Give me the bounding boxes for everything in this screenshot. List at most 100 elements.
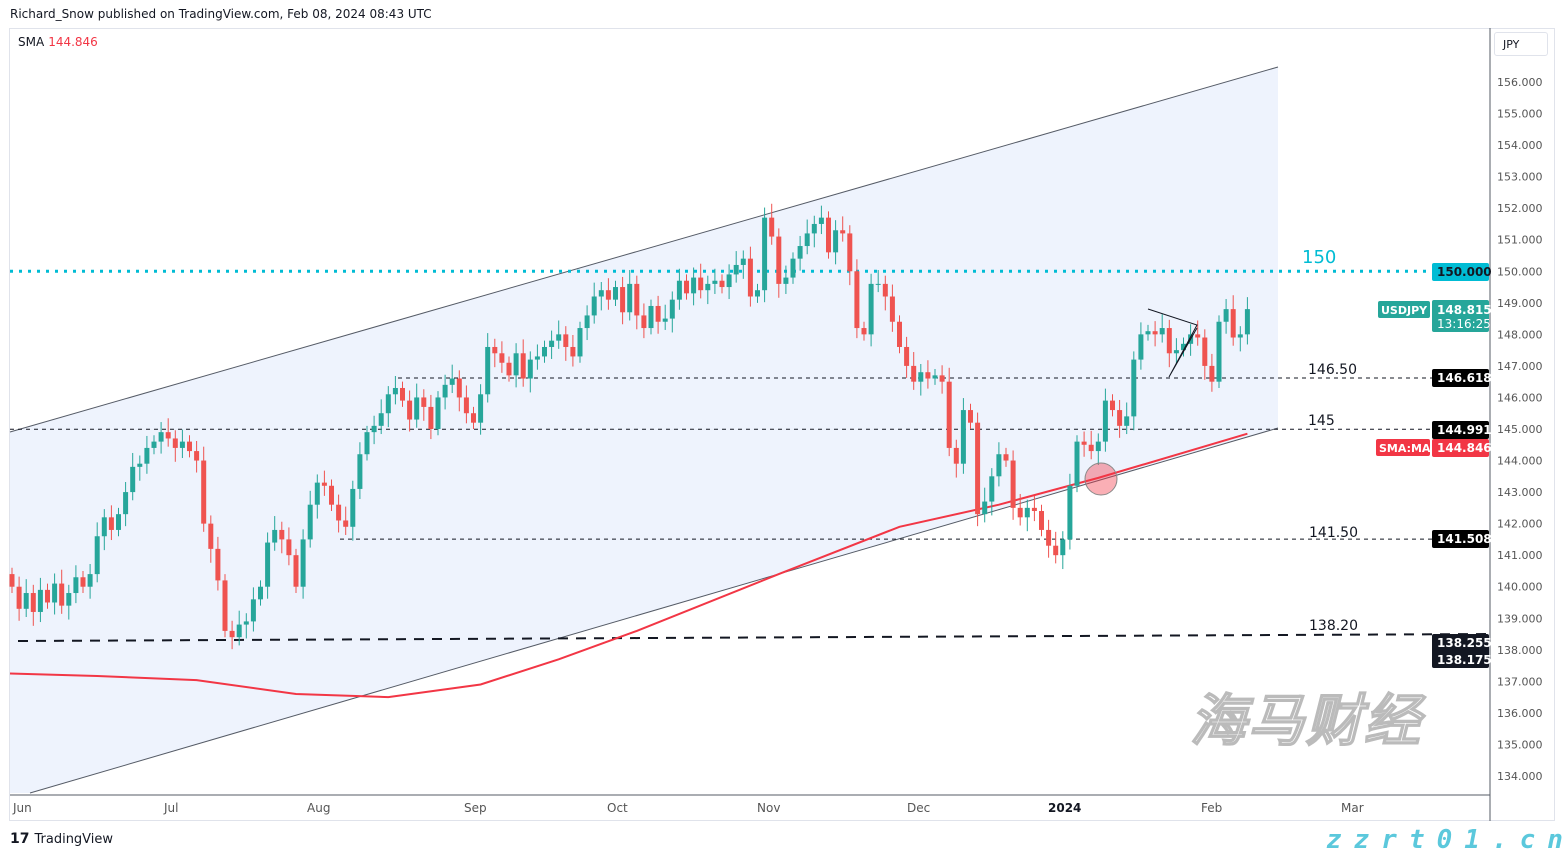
candle-body (52, 583, 58, 603)
sma-legend[interactable]: SMA 144.846 (18, 35, 98, 49)
badge-145: 144.991 (1437, 423, 1492, 437)
candle (1195, 320, 1201, 346)
candle (1152, 321, 1158, 347)
candle (534, 344, 540, 370)
candle-body (1131, 359, 1137, 417)
last-price-bg (1432, 300, 1489, 332)
candle-body (392, 387, 398, 395)
candle (960, 398, 966, 474)
candle-body (953, 447, 959, 464)
candle-body (116, 514, 121, 530)
label-l146: 146.50 (1308, 362, 1357, 378)
candle-body (165, 432, 171, 439)
candle-body (293, 555, 299, 587)
candle (123, 481, 129, 527)
candle (648, 299, 654, 335)
candle-body (87, 574, 93, 587)
candle (130, 452, 136, 501)
candle (1181, 337, 1186, 357)
candle-body (513, 353, 519, 376)
sma-badge-bg (1376, 439, 1430, 456)
symbol-badge: USDJPY (1381, 304, 1428, 317)
candle-body (605, 290, 611, 300)
candle-body (137, 463, 143, 467)
candle-body (1237, 334, 1243, 338)
candle (1117, 399, 1123, 438)
candle (1003, 447, 1009, 467)
candle (329, 479, 334, 512)
candle (755, 283, 760, 303)
candle-body (94, 536, 100, 575)
candle (1202, 329, 1208, 380)
candle-body (478, 394, 484, 423)
price-tick: 145.000 (1497, 423, 1543, 436)
price-tick: 141.000 (1497, 549, 1543, 562)
candle (1244, 297, 1250, 345)
candle-body (1017, 507, 1023, 518)
candle (194, 440, 200, 473)
candle (1024, 499, 1030, 532)
candle (520, 339, 526, 387)
candle-body (66, 593, 72, 606)
candle-body (229, 630, 235, 638)
candle-body (662, 318, 668, 322)
candle (187, 435, 192, 458)
triangle-drawing (1147, 308, 1198, 378)
price-tick: 136.000 (1497, 707, 1543, 720)
candle (414, 383, 420, 428)
price-tick: 147.000 (1497, 360, 1543, 373)
candle (854, 259, 860, 339)
candle-body (556, 334, 562, 341)
candle-body (925, 372, 931, 379)
label-l145: 145 (1308, 413, 1335, 429)
candle-body (222, 580, 228, 631)
candle-body (407, 400, 413, 420)
candle-body (769, 217, 775, 237)
candle-body (1110, 400, 1115, 411)
candle (463, 385, 469, 424)
candle-body (172, 438, 178, 448)
candle (350, 480, 356, 541)
candle (684, 274, 689, 300)
candle (1159, 314, 1165, 343)
candle-body (939, 375, 945, 382)
candle (30, 584, 36, 626)
candle (272, 516, 278, 551)
label-150: 150 (1302, 247, 1336, 268)
candle (1124, 402, 1130, 435)
candle (87, 564, 93, 599)
candle (584, 305, 590, 341)
candle-body (336, 504, 342, 521)
candle (478, 384, 484, 435)
candle (137, 455, 143, 481)
candle (570, 334, 576, 367)
candle-body (1074, 441, 1080, 486)
candle (59, 569, 65, 614)
tradingview-logo[interactable]: 𝟭𝟳 TradingView (10, 831, 113, 847)
candle (932, 369, 938, 385)
candle (1031, 495, 1037, 522)
candle (108, 505, 114, 541)
candle (116, 507, 121, 537)
candle (634, 275, 640, 330)
tradingview-brand: TradingView (34, 831, 114, 847)
candle-body (265, 542, 271, 587)
candle-body (733, 264, 739, 275)
candle-body (144, 447, 150, 464)
candle (1138, 322, 1144, 370)
candle-body (1173, 350, 1179, 354)
candle (236, 610, 242, 646)
candle-body (130, 466, 136, 493)
currency-button[interactable]: JPY (1494, 32, 1548, 56)
candle (740, 250, 746, 279)
badge-138a: 138.255 (1437, 636, 1492, 650)
candle-body (37, 589, 43, 612)
price-tick: 152.000 (1497, 202, 1543, 215)
time-tick: Feb (1201, 801, 1222, 815)
candle-body (307, 504, 313, 540)
candle (726, 264, 732, 300)
candle (300, 529, 306, 599)
candle (250, 587, 256, 632)
candle-body (1216, 321, 1222, 382)
